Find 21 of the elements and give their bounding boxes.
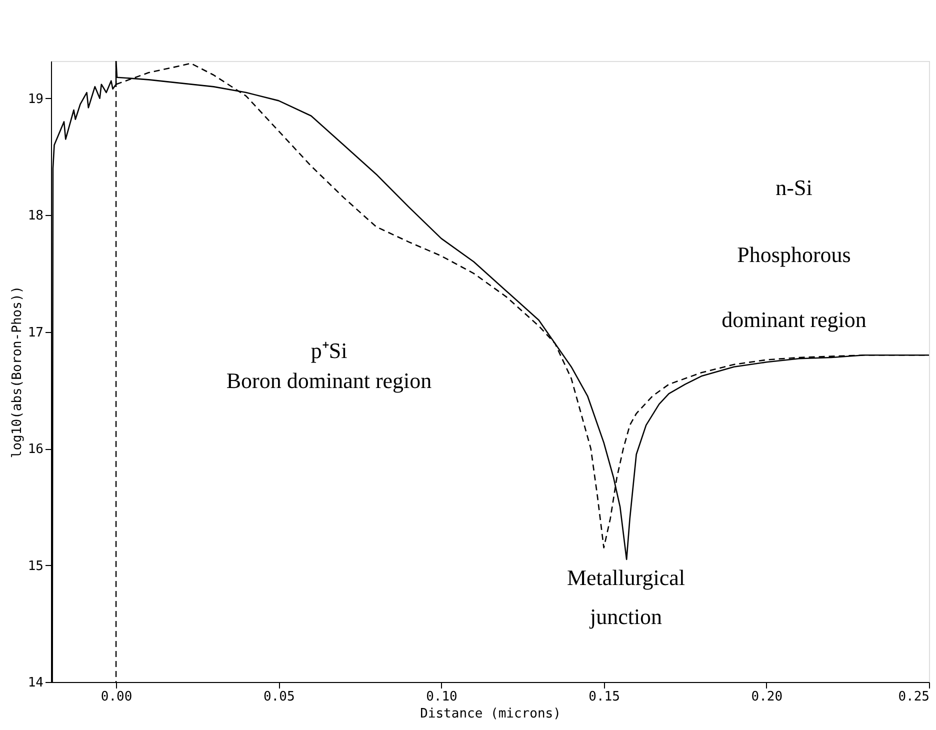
x-tick-label: 0.25	[898, 690, 930, 704]
x-axis-title: Distance (microns)	[420, 706, 561, 722]
y-tick-label: 15	[28, 558, 44, 574]
y-tick-label: 17	[28, 325, 44, 340]
annotation: Boron dominant region	[226, 368, 432, 393]
y-tick-label: 18	[28, 208, 44, 224]
x-tick-label: 0.00	[100, 690, 132, 704]
y-axis-title: log10(abs(Boron-Phos))	[10, 286, 25, 458]
x-tick-label: 0.20	[751, 690, 783, 704]
annotation: junction	[588, 604, 662, 629]
y-tick-label: 16	[28, 442, 44, 458]
y-tick-label: 14	[28, 676, 44, 690]
annotation: Metallurgical	[566, 565, 686, 590]
annotation: p⁺Si	[310, 338, 348, 363]
x-tick-label: 0.15	[588, 690, 620, 704]
annotation: n-Si	[776, 175, 812, 200]
y-tick-label: 19	[28, 92, 44, 107]
x-tick-label: 0.10	[426, 690, 458, 704]
annotation: Phosphorous	[737, 242, 851, 267]
x-tick-label: 0.05	[263, 690, 295, 704]
annotation: dominant region	[722, 307, 866, 332]
